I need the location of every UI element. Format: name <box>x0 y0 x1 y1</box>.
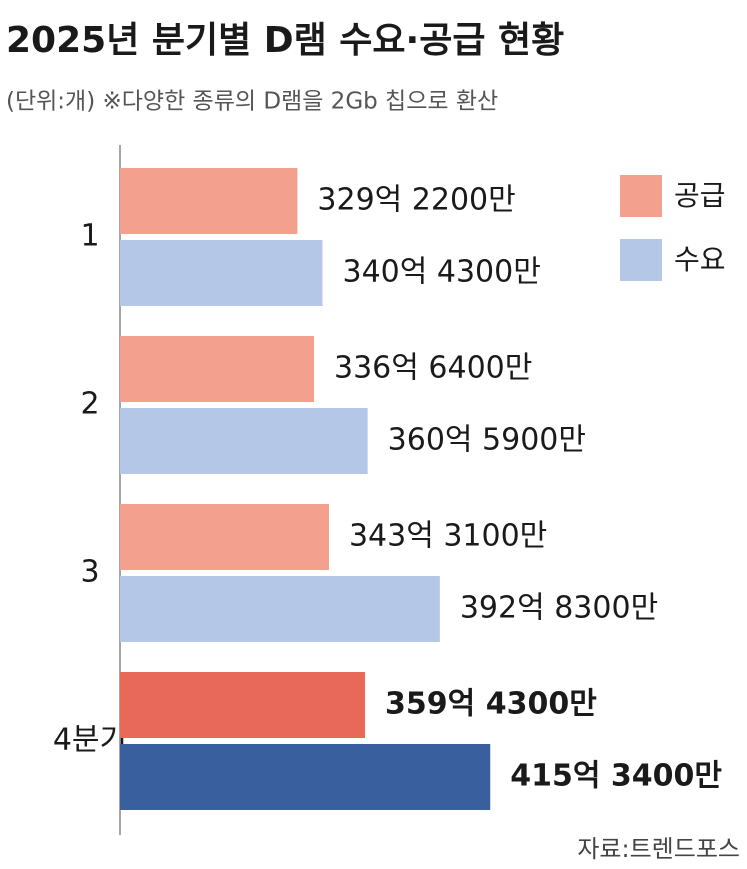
value-label: 360억 5900만 <box>388 423 586 458</box>
value-label: 329억 2200만 <box>317 183 515 218</box>
bar <box>120 240 323 306</box>
legend-label: 수요 <box>674 243 726 276</box>
bar <box>120 336 315 402</box>
value-label: 343억 3100만 <box>349 519 547 554</box>
value-label: 359억 4300만 <box>385 687 597 722</box>
value-label: 392억 8300만 <box>460 591 658 626</box>
value-label: 340억 4300만 <box>342 255 540 290</box>
chart-title: 2025년 분기별 D램 수요·공급 현황 <box>6 20 564 61</box>
bar <box>120 168 298 234</box>
bar <box>120 744 491 810</box>
chart-subtitle: (단위:개) ※다양한 종류의 D램을 2Gb 칩으로 환산 <box>6 89 498 115</box>
legend-swatch <box>620 175 662 217</box>
y-tick-label: 1 <box>80 219 99 254</box>
legend-swatch <box>620 239 662 281</box>
y-tick-label: 3 <box>80 555 99 590</box>
value-label: 415억 3400만 <box>510 759 722 794</box>
bar <box>120 408 368 474</box>
bar <box>120 576 440 642</box>
y-tick-label: 4분기 <box>53 723 127 758</box>
value-label: 336억 6400만 <box>334 351 532 386</box>
y-tick-label: 2 <box>80 387 99 422</box>
bar <box>120 672 366 738</box>
legend-label: 공급 <box>674 179 726 212</box>
bar <box>120 504 329 570</box>
source: 자료:트렌드포스 <box>577 835 740 863</box>
